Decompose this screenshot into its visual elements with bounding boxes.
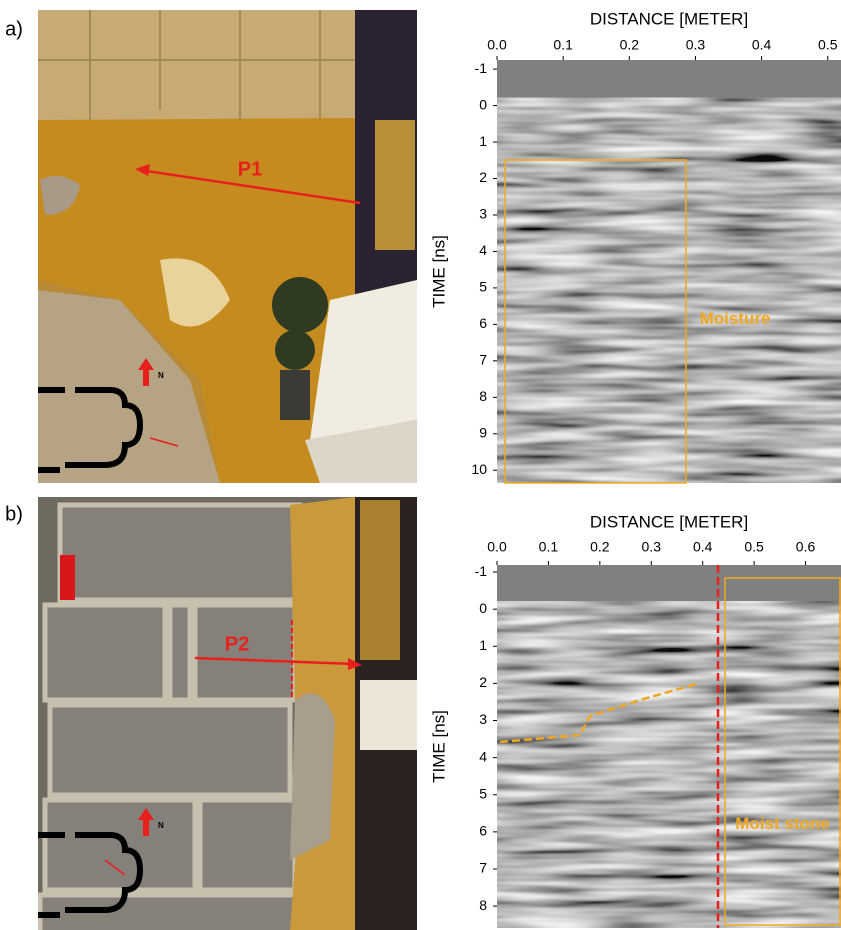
y-tick-label: 7 [479,860,487,876]
north-label: N [158,821,164,830]
x-axis-title: DISTANCE [METER] [590,512,748,531]
y-tick-label: 8 [479,897,487,913]
x-tick-label: 0.4 [752,37,772,53]
y-tick-label: 7 [479,352,487,368]
x-tick-label: 0.3 [642,539,662,555]
annotation-box: Moist stone [730,805,835,885]
x-tick-label: 0.5 [744,539,764,555]
x-tick-label: 0.2 [620,37,640,53]
y-tick-label: 3 [479,711,487,727]
panel-label: b) [5,503,23,525]
y-tick-label: 10 [471,461,487,477]
x-tick-label: 0.6 [796,539,816,555]
y-tick-label: -1 [475,563,488,579]
panel-label: a) [5,18,23,40]
annotation: Moist stone [730,805,835,843]
y-tick-label: 6 [479,315,487,331]
y-axis-title: TIME [ns] [429,710,448,783]
y-tick-label: 4 [479,748,487,764]
radargram [497,60,841,483]
y-tick-label: 1 [479,133,487,149]
photo-b [25,497,417,930]
profile-label: P1 [238,158,262,180]
y-tick-label: 8 [479,388,487,404]
north-label: N [158,371,164,380]
annotation-box: Moisture [690,300,780,360]
y-tick-label: 5 [479,279,487,295]
y-tick-label: 0 [479,96,487,112]
x-tick-label: 0.3 [686,37,706,53]
x-tick-label: 0.5 [818,37,838,53]
x-axis-title: DISTANCE [METER] [590,9,748,28]
y-axis-title: TIME [ns] [429,235,448,308]
x-tick-label: 0.2 [590,539,610,555]
x-tick-label: 0.4 [693,539,713,555]
y-tick-label: 2 [479,169,487,185]
y-tick-label: 3 [479,206,487,222]
x-tick-label: 0.1 [553,37,573,53]
profile-label: P2 [225,633,249,655]
y-tick-label: 1 [479,637,487,653]
x-tick-label: 0.0 [487,539,507,555]
x-tick-label: 0.1 [539,539,559,555]
y-tick-label: 0 [479,600,487,616]
annotation: Moisture [690,300,780,338]
y-tick-label: 2 [479,674,487,690]
y-tick-label: 9 [479,424,487,440]
x-tick-label: 0.0 [487,37,507,53]
figure: P1 N a) P2 N b) Moisture DISTANCE [METER]… [0,0,841,930]
radargram-signal [497,98,841,483]
y-tick-label: 4 [479,242,487,258]
photo-a [25,10,417,483]
y-tick-label: 5 [479,785,487,801]
y-tick-label: 6 [479,823,487,839]
y-tick-label: -1 [475,60,488,76]
